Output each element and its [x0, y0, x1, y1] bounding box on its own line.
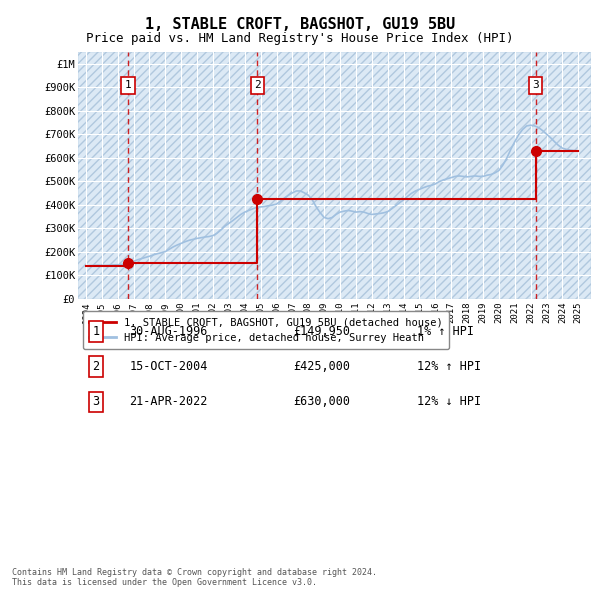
Text: Contains HM Land Registry data © Crown copyright and database right 2024.
This d: Contains HM Land Registry data © Crown c… [12, 568, 377, 587]
Text: 2: 2 [92, 360, 100, 373]
Text: 1, STABLE CROFT, BAGSHOT, GU19 5BU: 1, STABLE CROFT, BAGSHOT, GU19 5BU [145, 17, 455, 31]
Text: £149,950: £149,950 [293, 325, 350, 338]
Text: 3: 3 [92, 395, 100, 408]
Text: 3: 3 [532, 80, 539, 90]
Text: 12% ↑ HPI: 12% ↑ HPI [416, 360, 481, 373]
Legend: 1, STABLE CROFT, BAGSHOT, GU19 5BU (detached house), HPI: Average price, detache: 1, STABLE CROFT, BAGSHOT, GU19 5BU (deta… [83, 311, 449, 349]
Text: 1: 1 [92, 325, 100, 338]
Text: 1% ↑ HPI: 1% ↑ HPI [416, 325, 473, 338]
Text: £425,000: £425,000 [293, 360, 350, 373]
Text: 2: 2 [254, 80, 260, 90]
Text: 12% ↓ HPI: 12% ↓ HPI [416, 395, 481, 408]
Text: 1: 1 [125, 80, 131, 90]
Text: 30-AUG-1996: 30-AUG-1996 [130, 325, 208, 338]
Text: £630,000: £630,000 [293, 395, 350, 408]
Text: Price paid vs. HM Land Registry's House Price Index (HPI): Price paid vs. HM Land Registry's House … [86, 32, 514, 45]
Text: 15-OCT-2004: 15-OCT-2004 [130, 360, 208, 373]
Text: 21-APR-2022: 21-APR-2022 [130, 395, 208, 408]
